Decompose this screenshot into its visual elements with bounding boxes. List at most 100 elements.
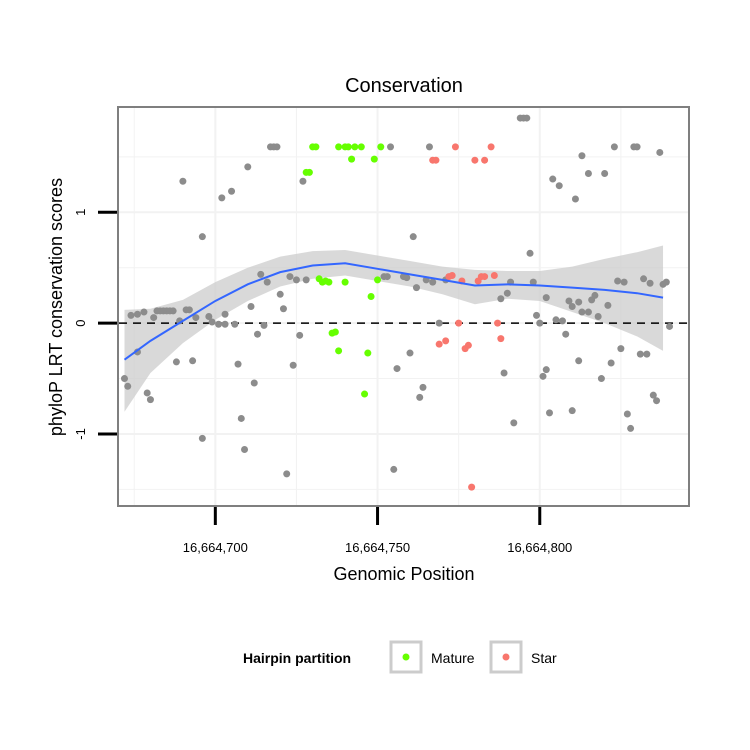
data-point-other: [601, 170, 609, 177]
data-point-other: [218, 194, 226, 202]
data-point-star: [435, 340, 443, 348]
legend-key-mature: [389, 640, 423, 674]
data-point-other: [140, 308, 148, 316]
data-point-other: [221, 320, 229, 328]
data-point-other: [409, 233, 417, 241]
data-point-star: [494, 319, 502, 327]
data-point-other: [614, 277, 622, 285]
data-point-other: [604, 301, 612, 309]
data-point-mature: [335, 143, 343, 151]
data-points: [120, 114, 674, 491]
data-point-other: [234, 360, 242, 368]
data-point-other: [597, 375, 605, 383]
data-point-other: [584, 308, 592, 316]
data-point-other: [228, 187, 236, 195]
x-axis-title: Genomic Position: [333, 564, 474, 584]
data-point-other: [435, 319, 443, 327]
data-point-other: [254, 330, 262, 338]
legend-dot-mature: [402, 653, 410, 661]
data-point-star: [481, 273, 489, 281]
data-point-other: [260, 321, 268, 329]
data-point-other: [189, 357, 197, 365]
data-point-other: [558, 317, 566, 325]
data-point-mature: [367, 293, 375, 301]
data-point-other: [208, 318, 216, 326]
data-point-other: [575, 298, 583, 306]
confidence-band: [124, 245, 664, 412]
x-tick-label: 16,664,700: [183, 540, 248, 555]
x-tick-label: 16,664,750: [345, 540, 410, 555]
y-tick-label: 1: [73, 209, 88, 216]
data-point-other: [526, 249, 534, 257]
data-point-other: [627, 424, 635, 432]
data-point-star: [442, 337, 450, 345]
data-point-star: [497, 335, 505, 343]
data-point-mature: [341, 278, 349, 286]
data-point-other: [636, 350, 644, 358]
data-point-mature: [377, 143, 385, 151]
data-point-other: [653, 397, 661, 405]
data-point-other: [510, 419, 518, 427]
data-point-mature: [344, 143, 352, 151]
data-point-other: [221, 310, 229, 318]
legend-dot-star: [502, 653, 510, 661]
data-point-other: [124, 382, 132, 390]
data-point-star: [455, 319, 463, 327]
data-point-star: [432, 156, 440, 164]
data-point-other: [617, 345, 625, 353]
data-point-mature: [357, 143, 365, 151]
data-point-mature: [374, 276, 382, 284]
data-point-other: [529, 278, 537, 286]
data-point-other: [643, 350, 651, 358]
data-point-other: [565, 297, 573, 305]
data-point-other: [390, 465, 398, 473]
data-point-other: [387, 143, 395, 151]
smooth-curve: [123, 262, 664, 361]
data-point-mature: [305, 168, 313, 176]
data-point-other: [276, 290, 284, 298]
data-point-other: [594, 312, 602, 320]
data-point-other: [185, 306, 193, 314]
data-point-other: [536, 319, 544, 327]
data-point-other: [247, 303, 255, 310]
data-point-other: [169, 307, 177, 315]
data-point-other: [250, 379, 258, 387]
data-point-other: [662, 278, 670, 286]
data-point-other: [120, 375, 128, 383]
data-point-other: [244, 163, 252, 171]
data-point-other: [545, 409, 553, 417]
data-point-other: [533, 311, 541, 319]
data-point-other: [578, 152, 586, 160]
data-point-other: [568, 303, 576, 310]
data-point-other: [620, 278, 628, 286]
chart-title: Conservation: [345, 75, 463, 97]
data-point-other: [205, 312, 213, 320]
y-axis-title: phyloP LRT conservation scores: [46, 178, 66, 436]
data-point-other: [610, 143, 618, 151]
data-point-other: [283, 470, 291, 478]
data-point-other: [273, 143, 281, 151]
data-point-other: [150, 314, 158, 322]
data-point-other: [578, 308, 586, 316]
data-point-other: [425, 143, 433, 151]
data-point-mature: [364, 349, 372, 357]
data-point-star: [468, 483, 476, 491]
data-point-other: [591, 291, 599, 299]
data-point-other: [299, 177, 307, 185]
data-point-other: [542, 294, 550, 302]
data-point-other: [263, 278, 271, 286]
data-point-star: [481, 156, 489, 164]
data-point-other: [292, 276, 300, 284]
data-point-other: [198, 233, 206, 241]
data-point-other: [146, 396, 154, 404]
data-point-other: [143, 389, 151, 397]
legend: Hairpin partition Mature Star: [243, 640, 557, 674]
data-point-other: [562, 330, 570, 338]
data-point-mature: [331, 328, 339, 336]
legend-title: Hairpin partition: [243, 650, 351, 666]
data-point-other: [640, 275, 648, 283]
data-point-other: [646, 279, 654, 287]
data-point-other: [406, 349, 414, 357]
data-point-other: [383, 273, 391, 281]
